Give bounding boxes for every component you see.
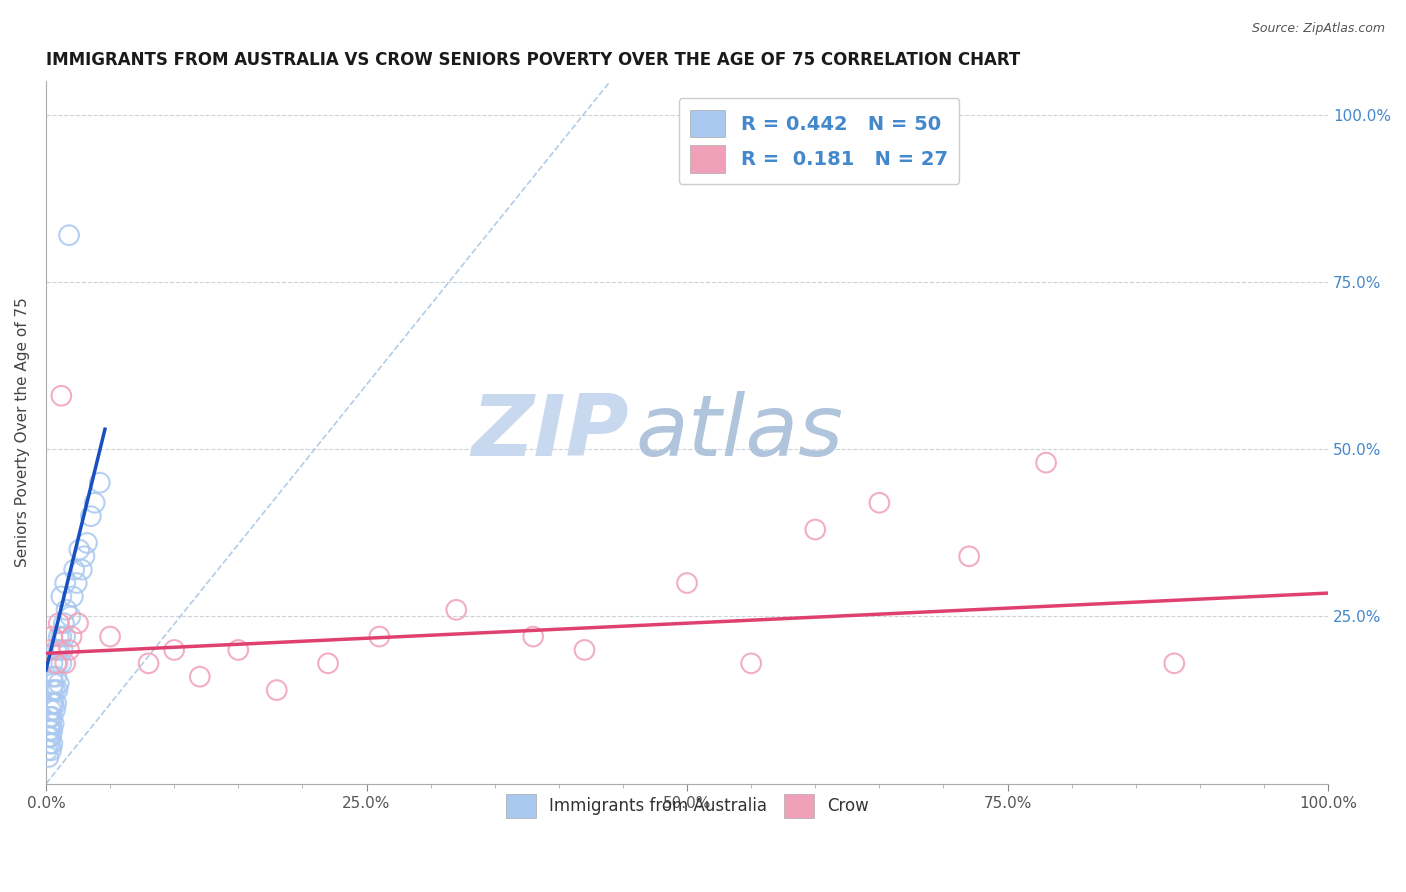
Point — [55, 603, 77, 617]
Point — [676, 576, 699, 591]
Point — [52, 616, 75, 631]
Text: IMMIGRANTS FROM AUSTRALIA VS CROW SENIORS POVERTY OVER THE AGE OF 75 CORRELATION: IMMIGRANTS FROM AUSTRALIA VS CROW SENIOR… — [46, 51, 1021, 69]
Point — [66, 576, 89, 591]
Point — [39, 743, 62, 757]
Point — [45, 643, 67, 657]
Text: atlas: atlas — [636, 391, 844, 474]
Point — [1035, 456, 1057, 470]
Point — [73, 549, 96, 564]
Point — [41, 657, 63, 671]
Point — [226, 643, 249, 657]
Point — [62, 590, 84, 604]
Point — [70, 563, 93, 577]
Point — [41, 683, 63, 698]
Point — [38, 750, 60, 764]
Point — [48, 630, 70, 644]
Point — [53, 630, 76, 644]
Legend: Immigrants from Australia, Crow: Immigrants from Australia, Crow — [499, 788, 876, 824]
Point — [53, 576, 76, 591]
Point — [51, 389, 73, 403]
Point — [522, 630, 544, 644]
Point — [38, 723, 60, 738]
Point — [446, 603, 468, 617]
Text: ZIP: ZIP — [472, 391, 630, 474]
Point — [38, 710, 60, 724]
Point — [39, 716, 62, 731]
Point — [41, 737, 63, 751]
Point — [52, 643, 75, 657]
Point — [41, 710, 63, 724]
Point — [76, 536, 98, 550]
Point — [38, 737, 60, 751]
Point — [45, 697, 67, 711]
Point — [53, 657, 76, 671]
Point — [89, 475, 111, 490]
Point — [41, 697, 63, 711]
Point — [59, 609, 82, 624]
Point — [368, 630, 391, 644]
Point — [266, 683, 288, 698]
Point — [188, 670, 211, 684]
Point — [63, 563, 86, 577]
Point — [58, 643, 80, 657]
Point — [46, 657, 69, 671]
Point — [46, 683, 69, 698]
Point — [163, 643, 186, 657]
Point — [66, 616, 89, 631]
Point — [83, 496, 105, 510]
Point — [316, 657, 339, 671]
Point — [51, 590, 73, 604]
Point — [67, 542, 90, 557]
Point — [45, 670, 67, 684]
Point — [80, 509, 103, 524]
Point — [51, 630, 73, 644]
Y-axis label: Seniors Poverty Over the Age of 75: Seniors Poverty Over the Age of 75 — [15, 298, 30, 567]
Point — [42, 697, 65, 711]
Text: Source: ZipAtlas.com: Source: ZipAtlas.com — [1251, 22, 1385, 36]
Point — [42, 716, 65, 731]
Point — [39, 703, 62, 717]
Point — [804, 523, 827, 537]
Point — [48, 676, 70, 690]
Point — [44, 683, 66, 698]
Point — [60, 630, 83, 644]
Point — [42, 676, 65, 690]
Point — [44, 703, 66, 717]
Point — [48, 643, 70, 657]
Point — [41, 630, 63, 644]
Point — [98, 630, 121, 644]
Point — [48, 616, 70, 631]
Point — [38, 643, 60, 657]
Point — [58, 228, 80, 243]
Point — [51, 657, 73, 671]
Point — [39, 730, 62, 744]
Point — [45, 657, 67, 671]
Point — [957, 549, 980, 564]
Point — [38, 730, 60, 744]
Point — [868, 496, 890, 510]
Point — [138, 657, 160, 671]
Point — [41, 670, 63, 684]
Point — [37, 743, 59, 757]
Point — [740, 657, 762, 671]
Point — [574, 643, 596, 657]
Point — [41, 723, 63, 738]
Point — [1163, 657, 1185, 671]
